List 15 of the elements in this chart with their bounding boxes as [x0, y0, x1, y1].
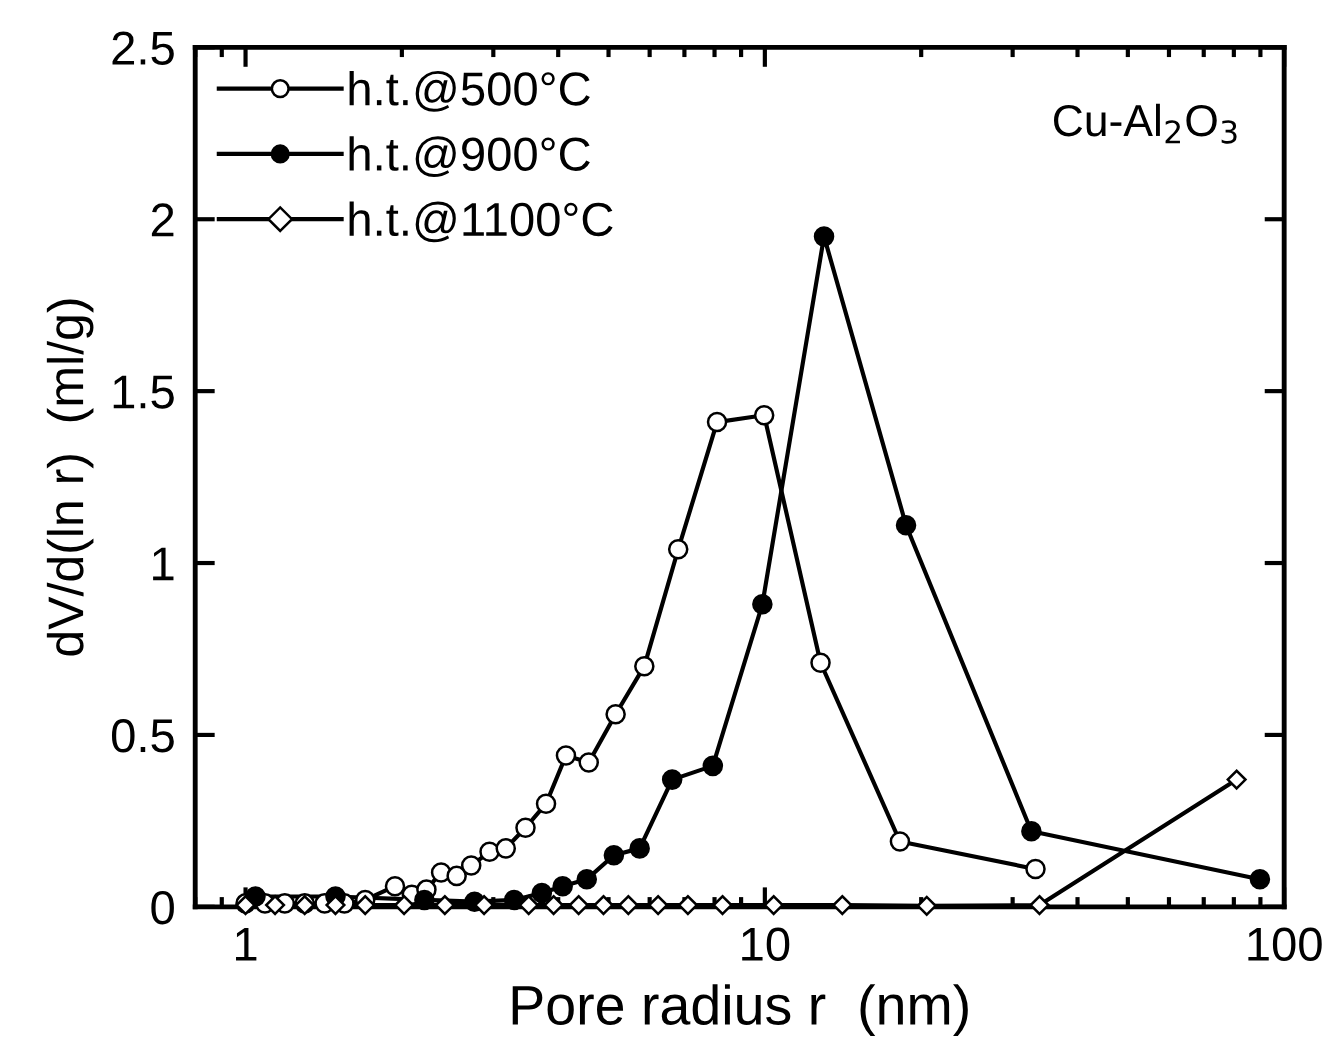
y-tick-label: 1.5: [113, 375, 174, 409]
x-tick-label: 100: [1248, 927, 1322, 961]
y-axis-title: dV/d(ln r) (ml/g): [46, 299, 94, 656]
legend-label: h.t.@500°C: [349, 70, 590, 112]
x-tick-label: 10: [742, 927, 790, 961]
y-tick-label: 1: [153, 547, 174, 581]
y-tick-label: 0.5: [111, 719, 174, 753]
legend-label: h.t.@900°C: [349, 136, 590, 177]
y-tick-label: 2.5: [112, 31, 174, 65]
annotation: Cu-Al$_{2}$O$_{3}$: [1053, 103, 1237, 144]
legend-label: h.t.@1100°C: [349, 201, 613, 243]
y-tick-label: 0: [151, 890, 174, 925]
x-tick-label: 1: [236, 928, 257, 961]
y-tick-label: 2: [151, 203, 174, 237]
x-axis-title: Pore radius r (nm): [512, 984, 968, 1036]
